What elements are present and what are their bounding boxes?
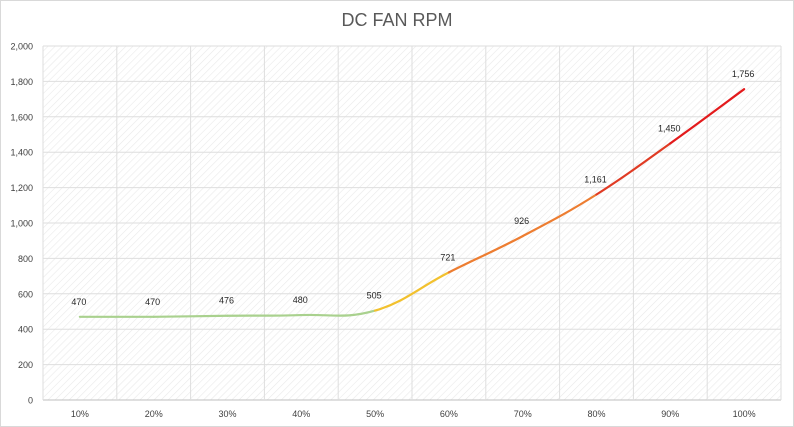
y-tick-label: 600 <box>18 289 33 299</box>
data-label: 1,450 <box>658 123 681 133</box>
x-tick-label: 70% <box>514 409 532 419</box>
y-tick-label: 1,400 <box>10 148 33 158</box>
series-segment <box>669 88 746 145</box>
data-label: 476 <box>219 296 234 306</box>
data-label: 1,161 <box>584 175 607 185</box>
data-label: 470 <box>145 297 160 307</box>
data-label: 721 <box>440 252 455 262</box>
y-tick-label: 400 <box>18 325 33 335</box>
y-tick-label: 0 <box>28 396 33 406</box>
x-tick-label: 50% <box>366 409 384 419</box>
x-tick-label: 20% <box>145 409 163 419</box>
x-tick-label: 30% <box>218 409 236 419</box>
y-tick-label: 1,000 <box>10 219 33 229</box>
x-axis-ticks: 10% 20% 30% 40% 50% 60% 70% 80% 90% 100% <box>71 409 756 419</box>
series-segment <box>226 313 303 317</box>
data-label: 926 <box>514 216 529 226</box>
data-label: 1,756 <box>732 69 755 79</box>
data-label: 505 <box>367 291 382 301</box>
data-label: 470 <box>71 297 86 307</box>
x-tick-label: 90% <box>661 409 679 419</box>
x-tick-label: 60% <box>440 409 458 419</box>
series-segment <box>374 271 450 312</box>
series-segment <box>521 193 598 238</box>
x-gridlines <box>42 46 782 400</box>
data-labels: 470 470 476 480 505 721 926 1,161 1,450 1,756 <box>71 69 754 307</box>
x-tick-label: 80% <box>587 409 605 419</box>
data-label: 480 <box>293 295 308 305</box>
x-tick-label: 40% <box>292 409 310 419</box>
y-tick-label: 1,200 <box>10 183 33 193</box>
series-segment <box>152 314 229 318</box>
series-segment <box>595 142 672 196</box>
y-tick-label: 200 <box>18 360 33 370</box>
chart-title: DC FAN RPM <box>341 10 453 30</box>
y-tick-label: 2,000 <box>10 42 33 52</box>
y-tick-label: 1,600 <box>10 112 33 122</box>
y-axis-ticks: 0 200 400 600 800 1,000 1,200 1,400 1,600 1,800 2,… <box>10 42 33 406</box>
series-segment <box>447 234 524 274</box>
x-tick-label: 100% <box>733 409 756 419</box>
series-segment <box>300 309 377 317</box>
y-tick-label: 800 <box>18 254 33 264</box>
x-tick-label: 10% <box>71 409 89 419</box>
y-tick-label: 1,800 <box>10 77 33 87</box>
series-line <box>78 88 746 319</box>
